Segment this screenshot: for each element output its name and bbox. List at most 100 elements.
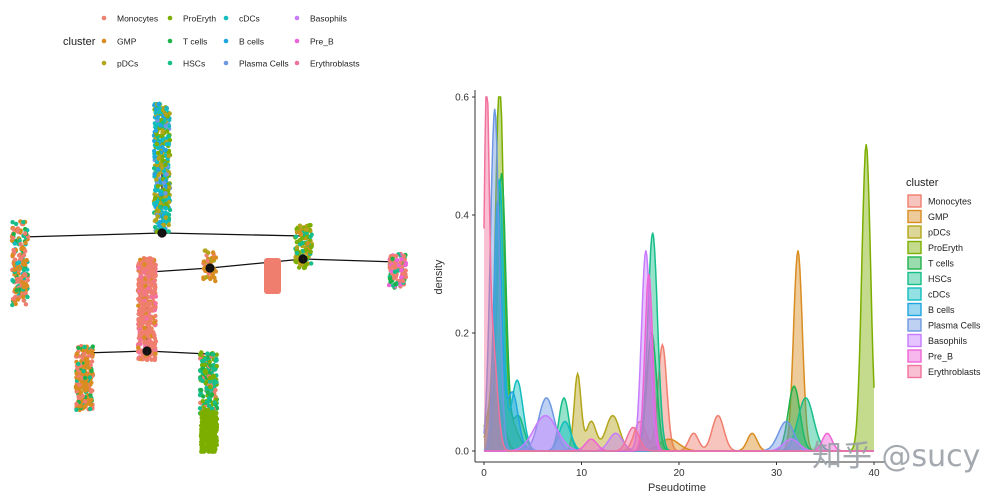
cell-point <box>161 108 166 113</box>
cell-point <box>200 378 205 384</box>
cell-point <box>88 402 94 407</box>
legend-key-basophils <box>294 15 300 21</box>
cell-point <box>156 155 162 161</box>
cell-point <box>11 231 16 237</box>
cell-point <box>152 267 157 272</box>
cell-point <box>83 403 88 409</box>
cell-point <box>13 301 18 307</box>
cell-point <box>142 338 147 344</box>
density-areas <box>483 96 875 452</box>
cell-point <box>13 221 19 227</box>
density-legend-key <box>907 318 922 332</box>
density-legend-label: T cells <box>928 259 954 269</box>
branch-node <box>298 254 308 264</box>
cell-point <box>155 145 161 151</box>
cell-point <box>386 282 392 288</box>
density-plot: 0.0 0.2 0.4 0.6 0 10 20 30 40 Pseudotime densit… <box>433 90 885 494</box>
cell-point <box>153 273 158 279</box>
cell-point <box>89 359 95 364</box>
branch-node-label: 2 <box>208 266 212 272</box>
cell-point <box>213 278 218 284</box>
cell-point <box>160 158 165 163</box>
cell-point <box>149 316 154 322</box>
density-legend-key <box>907 333 922 348</box>
watermark: 知乎 @sucy <box>812 439 980 474</box>
density-legend-key <box>907 287 922 301</box>
cell-point <box>153 128 159 133</box>
cell-point <box>74 352 80 357</box>
cell-point <box>298 232 304 237</box>
cell-point <box>164 172 169 177</box>
density-area-cdcs <box>484 178 874 452</box>
cell-point <box>10 235 16 241</box>
density-legend-key <box>907 302 922 317</box>
cell-point <box>205 399 211 404</box>
cell-point <box>12 267 17 273</box>
legend-label: HSCs <box>183 59 205 69</box>
cell-point <box>136 265 141 270</box>
cell-point <box>163 191 168 196</box>
cell-point <box>205 258 210 263</box>
cell-point <box>401 271 406 277</box>
density-legend-label: HSCs <box>928 274 952 284</box>
density-legend: cluster Monocytes GMP pDCs ProEryth T cells H… <box>906 177 981 379</box>
cell-point <box>399 256 404 262</box>
cell-point <box>14 288 19 293</box>
cell-point <box>22 259 27 264</box>
cell-point <box>400 278 406 284</box>
cell-point <box>154 141 159 147</box>
cell-point <box>156 102 161 107</box>
cell-point <box>214 380 219 385</box>
density-legend-label: Monocytes <box>928 197 972 207</box>
cell-point <box>86 365 92 371</box>
cell-point <box>15 279 21 284</box>
cell-point <box>76 361 81 367</box>
cell-point <box>167 199 172 205</box>
cell-point <box>139 317 145 323</box>
cell-point <box>83 357 88 362</box>
cell-point <box>166 141 172 147</box>
cell-point <box>209 392 215 397</box>
legend-key-gmp <box>101 38 107 44</box>
cell-point <box>210 414 215 419</box>
cell-point <box>159 164 165 169</box>
branch-node <box>205 263 215 273</box>
y-tick-label: 0.0 <box>455 447 469 458</box>
cell-point <box>166 153 171 159</box>
cell-point <box>200 399 205 404</box>
cell-point <box>142 307 147 312</box>
cell-point <box>23 262 28 267</box>
density-line-proeryth <box>483 96 875 452</box>
cell-point <box>81 369 86 374</box>
trajectory-legend-title: cluster <box>63 36 96 48</box>
cell-point <box>392 269 398 274</box>
legend-label: Pre_B <box>310 37 334 47</box>
cell-point <box>21 281 26 286</box>
cell-point <box>160 138 165 143</box>
legend-key-erythroblasts <box>294 60 300 66</box>
cell-point <box>210 250 216 255</box>
legend-key-proeryth <box>167 15 173 21</box>
cell-point <box>166 229 171 234</box>
cell-point <box>203 447 208 452</box>
trajectory-legend: cluster Monocytes ProEryth cDCs Basophils GM… <box>63 14 360 69</box>
density-area-gmp <box>484 250 874 451</box>
cell-point <box>390 256 395 261</box>
cell-point <box>210 272 215 277</box>
cell-point <box>82 375 88 381</box>
cell-point <box>163 162 168 167</box>
cell-point <box>145 286 151 291</box>
cell-point <box>309 232 314 237</box>
cell-point <box>205 351 210 356</box>
cell-point <box>153 107 159 112</box>
cell-point <box>202 248 207 253</box>
legend-label: pDCs <box>117 59 138 69</box>
cell-point <box>11 247 16 253</box>
x-tick-label: 10 <box>576 468 588 479</box>
cell-point <box>146 260 152 266</box>
density-legend-title: cluster <box>906 177 939 189</box>
trajectory-edge <box>21 232 163 238</box>
density-legend-key <box>907 271 922 286</box>
cell-point <box>78 404 83 409</box>
cell-point <box>85 385 90 390</box>
